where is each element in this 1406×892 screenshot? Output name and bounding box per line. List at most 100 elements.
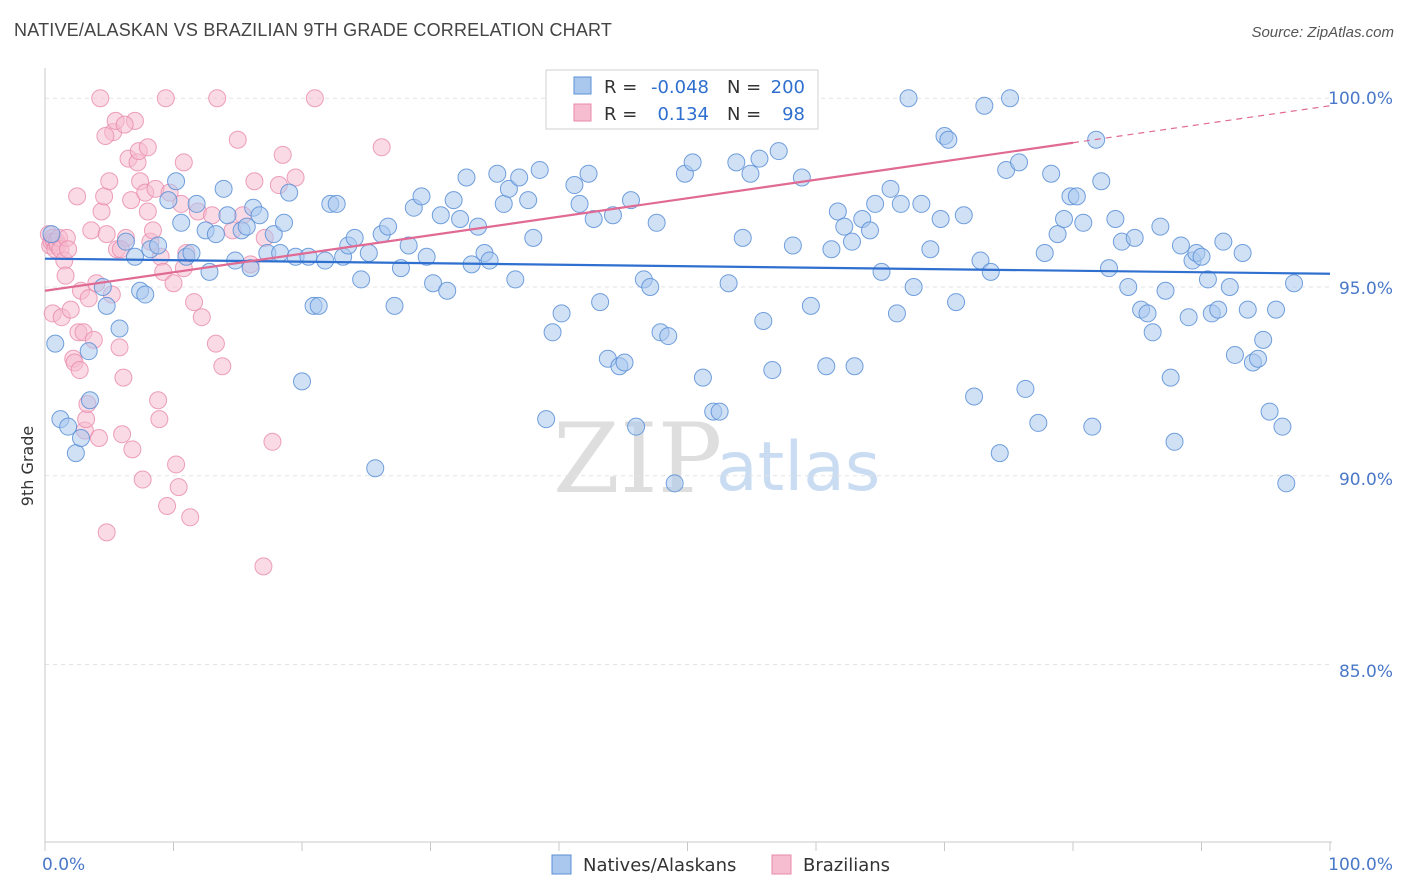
brazilians-point: [213, 357, 232, 376]
natives-point: [1267, 300, 1286, 319]
natives-point: [741, 164, 760, 183]
natives-point: [1161, 368, 1180, 387]
natives-point: [116, 232, 135, 251]
x-axis-ticks: [44, 842, 1331, 851]
natives-point: [494, 194, 513, 213]
natives-point: [530, 160, 549, 179]
natives-point: [641, 277, 660, 296]
natives-point: [237, 217, 256, 236]
bottom-legend: Natives/Alaskans Brazilians: [551, 854, 890, 876]
natives-point: [817, 357, 836, 376]
chart-title: NATIVE/ALASKAN VS BRAZILIAN 9TH GRADE CO…: [14, 20, 613, 40]
natives-point: [659, 327, 678, 346]
brazilians-trend-line: [44, 141, 1074, 292]
natives-point: [603, 206, 622, 225]
natives-point: [385, 296, 404, 315]
natives-point: [912, 194, 931, 213]
brazilians-point: [79, 289, 98, 308]
brazilians-point: [254, 557, 273, 576]
natives-point: [1016, 379, 1035, 398]
natives-point: [366, 459, 385, 478]
natives-point: [271, 244, 290, 263]
r-value-pink: 0.134: [657, 104, 709, 125]
brazilians-point: [164, 274, 183, 293]
bottom-legend-label-brazilians: Brazilians: [803, 855, 890, 876]
brazilians-point: [305, 89, 324, 108]
natives-point: [293, 372, 311, 391]
natives-point: [1099, 259, 1118, 278]
natives-point: [801, 296, 820, 315]
gridlines: [45, 97, 1330, 666]
natives-point: [412, 187, 431, 206]
brazilians-point: [138, 138, 157, 157]
natives-point: [570, 194, 589, 213]
brazilians-point: [97, 225, 116, 244]
natives-point: [399, 236, 418, 255]
brazilians-point: [286, 168, 305, 187]
natives-point: [280, 183, 299, 202]
source-label: Source: ZipAtlas.com: [1251, 24, 1394, 41]
natives-point: [1238, 300, 1257, 319]
natives-point: [206, 225, 225, 244]
natives-point: [1214, 232, 1233, 251]
natives-point: [1220, 277, 1239, 296]
natives-point: [822, 240, 841, 259]
natives-point: [543, 323, 562, 342]
natives-point: [97, 296, 116, 315]
natives-point: [842, 232, 861, 251]
natives-point: [264, 225, 283, 244]
natives-point: [733, 228, 752, 247]
brazilians-point: [115, 115, 134, 134]
natives-point: [80, 391, 99, 410]
legend-swatch-blue: [573, 76, 592, 95]
natives-point: [899, 89, 918, 108]
natives-point: [309, 296, 328, 315]
natives-point: [241, 259, 260, 278]
natives-point: [763, 361, 782, 380]
natives-point: [327, 194, 346, 213]
natives-point: [250, 206, 269, 225]
brazilians-point: [263, 432, 282, 451]
natives-point: [931, 210, 950, 229]
brazilians-point: [114, 368, 133, 387]
natives-point: [316, 251, 335, 270]
natives-point: [1074, 213, 1093, 232]
natives-point: [727, 153, 746, 172]
natives-point: [159, 191, 178, 210]
natives-point: [719, 274, 738, 293]
natives-point: [379, 217, 398, 236]
r-label-blue: R =: [604, 77, 637, 98]
bottom-legend-swatch-natives: [551, 854, 572, 875]
brazilians-point: [92, 202, 111, 221]
natives-point: [1106, 210, 1125, 229]
natives-point: [1277, 474, 1296, 493]
natives-point: [769, 142, 788, 161]
natives-point: [683, 153, 702, 172]
brazilians-point: [89, 429, 108, 448]
natives-trend-line: [44, 257, 1331, 275]
natives-point: [1029, 413, 1048, 432]
natives-point: [1165, 432, 1184, 451]
natives-point: [499, 179, 518, 198]
natives-point: [1138, 304, 1157, 323]
y-tick-label-95: 95.0%: [1339, 279, 1393, 299]
y-tick-label-90: 90.0%: [1339, 470, 1393, 490]
natives-point: [480, 251, 499, 270]
brazilians-point: [96, 126, 115, 145]
natives-point: [42, 225, 61, 244]
natives-point: [1092, 172, 1111, 191]
brazilians-point: [122, 191, 141, 210]
natives-point: [1125, 228, 1144, 247]
n-label-blue: N =: [727, 77, 761, 98]
brazilians-point: [77, 410, 96, 429]
natives-point: [591, 293, 610, 312]
bottom-legend-swatch-brazilians: [771, 854, 792, 875]
brazilians-point: [174, 153, 193, 172]
natives-point: [417, 247, 436, 266]
brazilians-point: [110, 338, 129, 357]
brazilians-point: [185, 293, 204, 312]
bottom-legend-label-natives: Natives/Alaskans: [583, 855, 736, 876]
brazilians-point: [100, 172, 119, 191]
natives-point: [1143, 323, 1162, 342]
natives-point: [921, 240, 940, 259]
